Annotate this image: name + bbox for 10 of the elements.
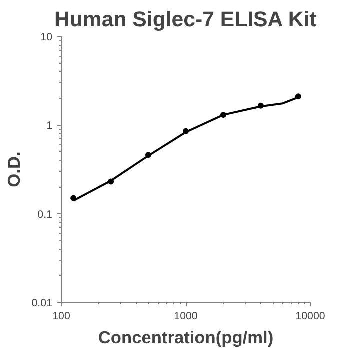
x-axis-title: Concentration(pg/ml) <box>98 328 274 348</box>
x-tick-label: 100 <box>52 310 70 322</box>
y-tick-label: 0.01 <box>32 298 53 310</box>
y-tick-label: 10 <box>40 32 53 44</box>
x-tick-label: 10000 <box>296 310 326 322</box>
y-tick-label: 1 <box>46 120 53 132</box>
y-tick-label: 0.1 <box>38 208 53 221</box>
y-axis-title: O.D. <box>4 152 24 188</box>
x-tick-label: 1000 <box>174 310 198 322</box>
chart-title: Human Siglec-7 ELISA Kit <box>54 8 317 32</box>
